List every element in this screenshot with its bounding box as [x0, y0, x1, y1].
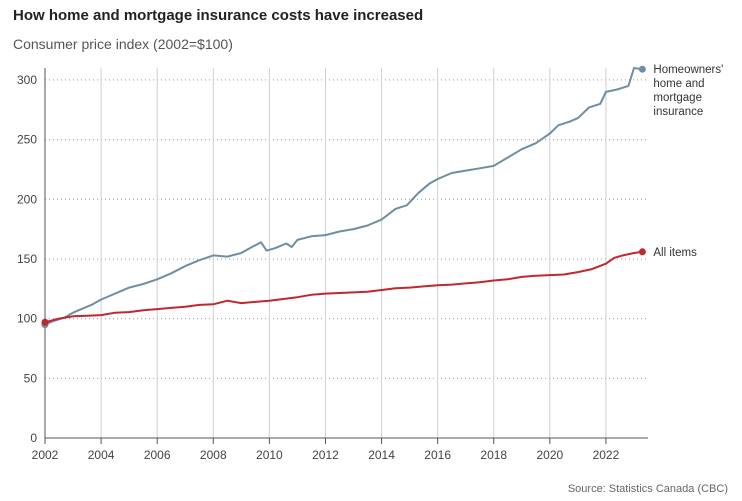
y-tick-label: 250	[17, 133, 37, 147]
series-end-point-all-items	[638, 248, 646, 256]
series-labels: Homeowners' home and mortgage insurance All …	[653, 64, 723, 259]
y-tick-label: 100	[17, 312, 37, 326]
series-label-insurance: Homeowners'	[653, 64, 723, 76]
x-tick-label: 2016	[424, 448, 451, 462]
chart-source: Source: Statistics Canada (CBC)	[567, 483, 728, 495]
x-tick-label: 2006	[144, 448, 171, 462]
y-tick-label: 150	[17, 252, 37, 266]
y-tick-label: 50	[24, 371, 38, 385]
x-tick-label: 2010	[256, 448, 283, 462]
x-tick-label: 2012	[312, 448, 339, 462]
y-tick-label: 300	[17, 73, 37, 87]
series-line-all-items	[44, 250, 643, 324]
series-label-insurance: insurance	[653, 106, 703, 118]
grid	[44, 68, 648, 438]
chart-subtitle: Consumer price index (2002=$100)	[13, 36, 233, 52]
series-label-all-items: All items	[653, 247, 697, 259]
x-tick-label: 2004	[88, 448, 115, 462]
x-tick-label: 2020	[536, 448, 563, 462]
x-tick-label: 2018	[480, 448, 507, 462]
x-tick-label: 2008	[200, 448, 227, 462]
chart-title: How home and mortgage insurance costs ha…	[13, 7, 424, 24]
x-tick-label: 2002	[32, 448, 59, 462]
series-start-point-all-items	[41, 318, 49, 326]
series-label-insurance: home and	[653, 78, 704, 90]
axes: 0 50 100 150 200 250 300 2002 2004 2006 2008 2010 20…	[17, 68, 648, 462]
x-tick-label: 2022	[593, 448, 620, 462]
x-tick-label: 2014	[368, 448, 395, 462]
series-label-insurance: mortgage	[653, 92, 702, 104]
series-line-insurance	[44, 67, 643, 326]
y-tick-label: 0	[30, 431, 37, 445]
series-lines	[41, 65, 646, 329]
y-tick-label: 200	[17, 192, 37, 206]
series-end-point-insurance	[638, 65, 646, 73]
